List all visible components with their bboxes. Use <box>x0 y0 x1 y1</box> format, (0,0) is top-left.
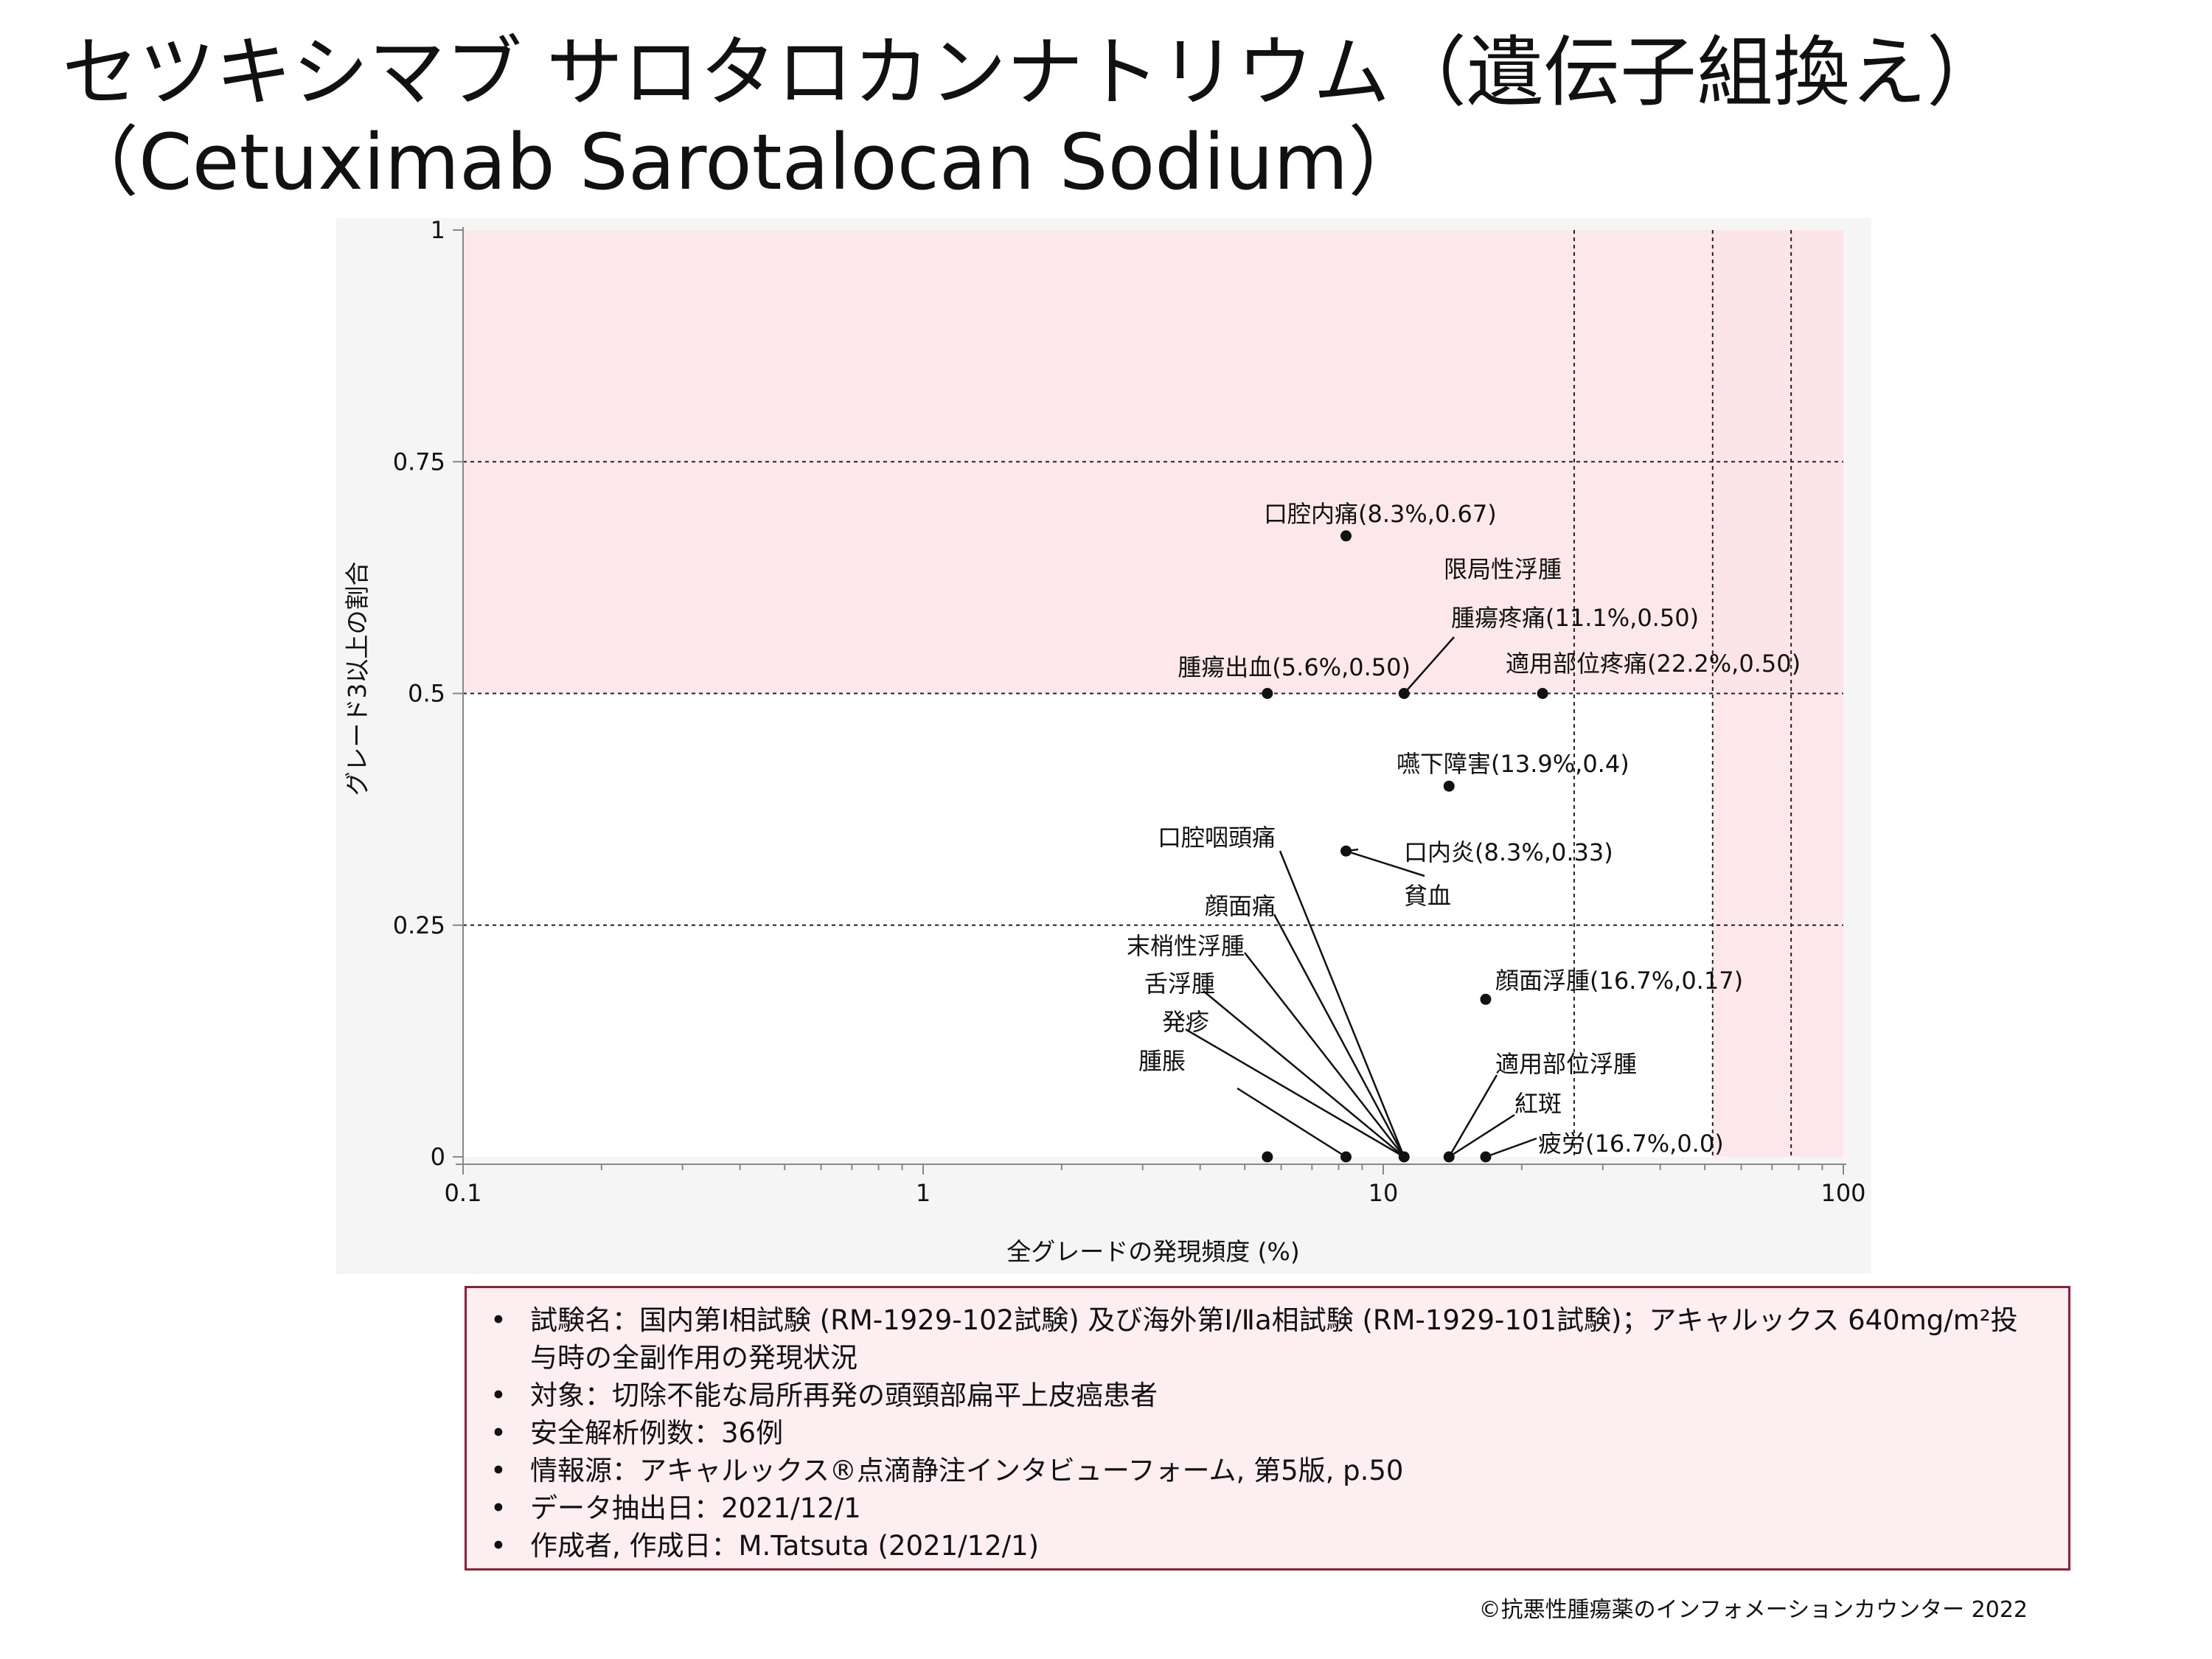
leader-line <box>1244 952 1405 1158</box>
annotation-label-17: 疲労(16.7%,0.0) <box>1538 1130 1724 1158</box>
info-item-study: 試験名：国内第Ⅰ相試験 (RM-1929-102試験) 及び海外第Ⅰ/Ⅱa相試験… <box>486 1301 2039 1377</box>
annotation-label-8: 貧血 <box>1404 882 1451 910</box>
info-item-target: 対象：切除不能な局所再発の頭頸部扁平上皮癌患者 <box>486 1377 2039 1414</box>
leader-line <box>1448 1074 1498 1158</box>
annotation-label-0: 口腔内痛(8.3%,0.67) <box>1264 500 1497 528</box>
data-point-0 <box>1340 530 1352 542</box>
data-point-3 <box>1537 688 1548 699</box>
annotation-label-2: 腫瘍疼痛(11.1%,0.50) <box>1451 604 1699 632</box>
info-item-author: 作成者, 作成日：M.Tatsuta (2021/12/1) <box>486 1527 2039 1565</box>
study-info-box: 試験名：国内第Ⅰ相試験 (RM-1929-102試験) 及び海外第Ⅰ/Ⅱa相試験… <box>465 1286 2070 1571</box>
page-subtitle: （Cetuximab Sarotalocan Sodium） <box>62 117 1425 207</box>
data-point-10 <box>1443 1151 1455 1163</box>
leader-line <box>1273 914 1405 1158</box>
annotation-label-13: 腫脹 <box>1138 1047 1186 1075</box>
data-point-9 <box>1398 1151 1410 1163</box>
leader-line <box>1448 1113 1515 1158</box>
data-point-4 <box>1443 780 1455 792</box>
annotation-label-16: 紅斑 <box>1514 1090 1562 1118</box>
annotation-label-10: 末梢性浮腫 <box>1127 932 1245 960</box>
annotation-label-5: 嚥下障害(13.9%,0.4) <box>1397 750 1630 778</box>
y-axis-title: グレード3以上の割合 <box>343 562 372 796</box>
leader-line <box>1185 1028 1405 1158</box>
x-tick-label: 0.1 <box>445 1179 482 1207</box>
y-tick-label: 1 <box>431 218 445 244</box>
annotation-label-9: 顔面痛 <box>1205 892 1276 920</box>
data-point-1 <box>1262 688 1273 699</box>
leader-line <box>1237 1087 1347 1158</box>
data-point-2 <box>1398 688 1410 699</box>
annotation-label-4: 適用部位疼痛(22.2%,0.50) <box>1506 650 1801 678</box>
page-title: セツキシマブ サロタロカンナトリウム（遺伝子組換え） <box>62 27 2004 117</box>
leader-line <box>1485 1137 1537 1158</box>
leader-line <box>1279 850 1405 1158</box>
info-item-source: 情報源：アキャルックス®点滴静注インタビューフォーム, 第5版, p.50 <box>486 1452 2039 1489</box>
leader-line <box>1203 990 1405 1158</box>
info-item-safety-n: 安全解析例数：36例 <box>486 1414 2039 1452</box>
annotation-label-6: 口腔咽頭痛 <box>1158 824 1276 852</box>
chart-panel: 0.1 1 10 100 0 0.25 0.5 0.75 1 全グレードの発現頻度 (%) グレード… <box>336 218 1871 1274</box>
data-point-11 <box>1480 1151 1492 1163</box>
data-point-7 <box>1262 1151 1273 1163</box>
annotation-label-15: 適用部位浮腫 <box>1495 1050 1637 1078</box>
copyright-footer: ©抗悪性腫瘍薬のインフォメーションカウンター 2022 <box>1478 1597 2028 1623</box>
leader-line <box>1346 849 1425 877</box>
x-tick-label: 10 <box>1368 1179 1399 1207</box>
data-point-5 <box>1340 845 1352 857</box>
leader-line <box>1403 636 1455 695</box>
scatter-chart: 0.1 1 10 100 0 0.25 0.5 0.75 1 全グレードの発現頻度 (%) グレード… <box>343 218 1866 1266</box>
annotation-label-11: 舌浮腫 <box>1144 970 1215 998</box>
annotation-label-3: 腫瘍出血(5.6%,0.50) <box>1178 653 1411 681</box>
annotation-label-1: 限局性浮腫 <box>1444 555 1562 583</box>
annotation-label-12: 発疹 <box>1162 1008 1209 1036</box>
y-tick-label: 0.25 <box>393 911 445 939</box>
info-item-extract-date: データ抽出日：2021/12/1 <box>486 1489 2039 1527</box>
annotation-label-14: 顔面浮腫(16.7%,0.17) <box>1495 967 1743 995</box>
x-tick-label: 1 <box>916 1179 931 1207</box>
y-tick-label: 0.5 <box>408 680 445 708</box>
data-point-8 <box>1340 1151 1352 1163</box>
data-point-6 <box>1480 993 1492 1005</box>
x-tick-label: 100 <box>1820 1179 1865 1207</box>
y-tick-label: 0 <box>431 1143 445 1171</box>
y-tick-label: 0.75 <box>393 448 445 476</box>
x-axis-title: 全グレードの発現頻度 (%) <box>1006 1237 1300 1266</box>
annotation-label-7: 口内炎(8.3%,0.33) <box>1404 838 1613 866</box>
